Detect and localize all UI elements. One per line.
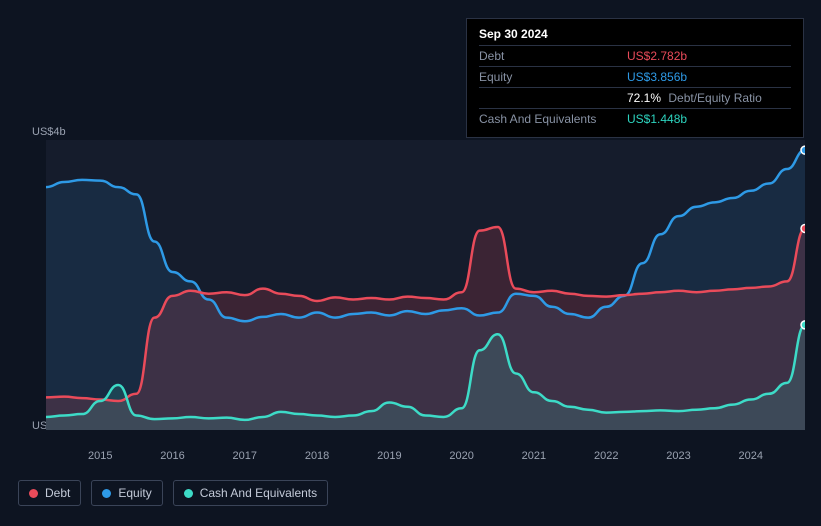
- tooltip-value-debt: US$2.782b: [627, 49, 687, 63]
- x-tick: 2017: [233, 450, 257, 462]
- x-tick: 2015: [88, 450, 112, 462]
- tooltip-ratio-pct: 72.1%: [627, 91, 661, 105]
- chart-plot-area[interactable]: [46, 140, 805, 430]
- tooltip-value-cash: US$1.448b: [627, 112, 687, 126]
- x-tick: 2021: [522, 450, 546, 462]
- tooltip-value-equity: US$3.856b: [627, 70, 687, 84]
- x-tick: 2018: [305, 450, 329, 462]
- chart-container: US$4b US$0: [16, 140, 805, 444]
- tooltip-row-debt: Debt US$2.782b: [479, 45, 791, 66]
- chart-legend: Debt Equity Cash And Equivalents: [18, 480, 328, 506]
- x-tick: 2024: [739, 450, 763, 462]
- x-tick: 2019: [377, 450, 401, 462]
- legend-label-equity: Equity: [118, 486, 151, 500]
- tooltip-row-cash: Cash And Equivalents US$1.448b: [479, 108, 791, 129]
- x-tick: 2023: [666, 450, 690, 462]
- tooltip-label-cash: Cash And Equivalents: [479, 112, 627, 126]
- x-tick: 2016: [160, 450, 184, 462]
- tooltip-label-debt: Debt: [479, 49, 627, 63]
- legend-item-cash[interactable]: Cash And Equivalents: [173, 480, 328, 506]
- chart-tooltip: Sep 30 2024 Debt US$2.782b Equity US$3.8…: [466, 18, 804, 138]
- tooltip-row-equity: Equity US$3.856b: [479, 66, 791, 87]
- tooltip-ratio-label: Debt/Equity Ratio: [668, 91, 761, 105]
- y-axis-max-label: US$4b: [32, 126, 66, 138]
- chart-svg: [46, 140, 805, 430]
- x-axis: 2015 2016 2017 2018 2019 2020 2021 2022 2023 2024: [46, 450, 805, 470]
- tooltip-date: Sep 30 2024: [479, 27, 791, 41]
- x-tick: 2020: [449, 450, 473, 462]
- legend-item-debt[interactable]: Debt: [18, 480, 81, 506]
- legend-label-debt: Debt: [45, 486, 70, 500]
- legend-label-cash: Cash And Equivalents: [200, 486, 317, 500]
- legend-dot-equity: [102, 489, 111, 498]
- x-tick: 2022: [594, 450, 618, 462]
- legend-item-equity[interactable]: Equity: [91, 480, 162, 506]
- tooltip-label-equity: Equity: [479, 70, 627, 84]
- tooltip-row-ratio: 72.1% Debt/Equity Ratio: [479, 87, 791, 108]
- legend-dot-debt: [29, 489, 38, 498]
- legend-dot-cash: [184, 489, 193, 498]
